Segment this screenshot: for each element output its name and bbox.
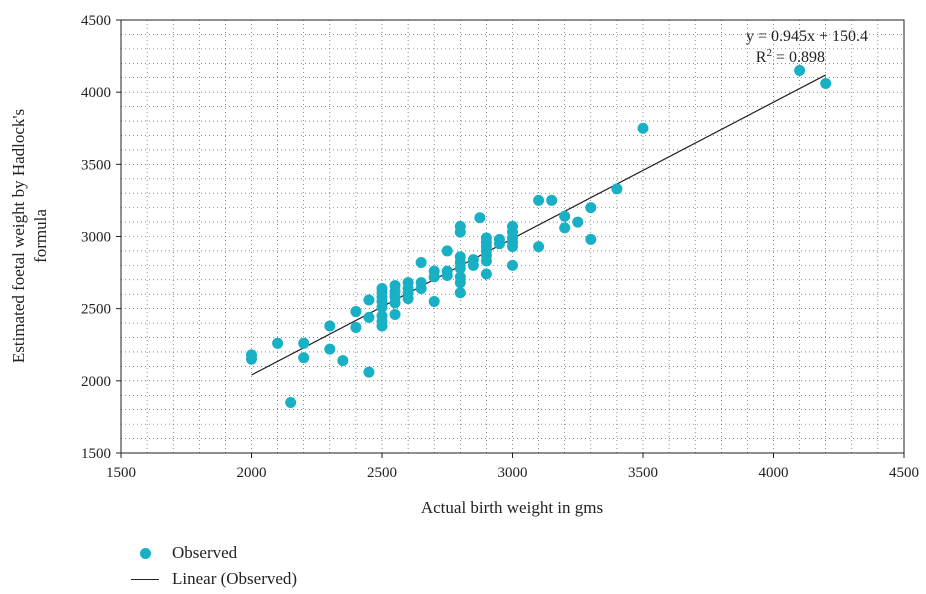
y-tick-label: 4500: [81, 13, 111, 29]
data-point: [428, 271, 440, 283]
data-point: [324, 320, 336, 332]
data-point: [389, 308, 401, 320]
data-point: [480, 268, 492, 280]
data-point: [474, 212, 486, 224]
y-tick-label: 3000: [81, 230, 111, 246]
data-point: [559, 222, 571, 234]
data-point: [454, 277, 466, 289]
data-point: [507, 241, 518, 253]
data-point: [572, 216, 584, 228]
legend-marker-dot: [130, 547, 160, 559]
data-point: [363, 311, 375, 323]
x-axis: 1500 2000 2500 3000 3500 4000 4500: [106, 453, 919, 481]
data-point: [389, 297, 401, 309]
y-tick-label: 2000: [81, 374, 111, 390]
r-squared-value: = 0.898: [772, 49, 825, 66]
data-point: [794, 65, 806, 77]
y-axis-title-line-2: formula: [31, 209, 50, 263]
data-point: [350, 306, 362, 318]
data-point: [585, 202, 597, 214]
data-point: [415, 256, 427, 268]
data-point: [820, 78, 832, 90]
data-point: [454, 226, 466, 238]
y-axis-title-line-1: Estimated foetal weight by Hadlock's: [9, 109, 28, 363]
y-axis: 1500 2000 2500 3000 3500 4000 4500: [81, 13, 121, 462]
y-tick-label: 4000: [81, 85, 111, 101]
data-point: [611, 183, 623, 195]
legend-label-linear: Linear (Observed): [172, 569, 298, 588]
data-point: [376, 320, 388, 332]
data-point: [533, 241, 545, 253]
y-tick-label: 2500: [81, 302, 111, 318]
data-point: [285, 396, 297, 408]
x-tick-label: 4000: [759, 465, 789, 481]
data-point: [441, 245, 453, 257]
data-point: [480, 255, 492, 267]
data-point: [415, 282, 427, 294]
r-squared-superscript: 2: [766, 47, 772, 59]
data-point: [363, 366, 375, 378]
data-point: [441, 269, 453, 281]
data-point: [546, 194, 558, 206]
data-point: [298, 337, 310, 349]
data-point: [533, 194, 545, 206]
data-point: [454, 287, 466, 299]
data-point: [246, 353, 257, 365]
linear-trendline: [251, 74, 826, 376]
data-point: [337, 355, 349, 367]
x-axis-title: Actual birth weight in gms: [421, 498, 603, 517]
trendline-equation: y = 0.945x + 150.4: [746, 28, 868, 45]
data-point: [493, 238, 505, 250]
y-tick-label: 3500: [81, 157, 111, 173]
circle-marker-icon: [139, 547, 151, 559]
legend-item-linear: Linear (Observed): [130, 566, 297, 592]
r-squared-symbol: R: [756, 49, 767, 66]
data-point: [637, 122, 649, 134]
r-squared-label: R2 = 0.898: [756, 47, 825, 66]
x-tick-label: 1500: [106, 465, 136, 481]
x-tick-label: 2000: [237, 465, 267, 481]
x-tick-label: 3500: [628, 465, 658, 481]
data-point: [467, 259, 479, 271]
data-point: [507, 259, 518, 271]
legend-marker-line: [130, 578, 160, 580]
data-points: [246, 65, 832, 408]
data-point: [272, 337, 284, 349]
data-point: [298, 352, 310, 364]
legend: Observed Linear (Observed): [130, 540, 297, 592]
x-tick-label: 4500: [889, 465, 919, 481]
data-point: [363, 294, 375, 306]
data-point: [376, 301, 388, 313]
trendline-group: [251, 74, 826, 376]
data-point: [324, 343, 336, 355]
line-marker-icon: [131, 578, 159, 580]
x-tick-label: 3000: [498, 465, 528, 481]
legend-item-observed: Observed: [130, 540, 297, 566]
legend-label-observed: Observed: [172, 543, 238, 562]
data-point: [428, 295, 440, 307]
data-point: [559, 210, 571, 222]
data-point: [350, 321, 362, 333]
data-point: [402, 293, 414, 305]
y-tick-label: 1500: [81, 446, 111, 462]
data-point: [585, 233, 597, 245]
data-point: [454, 262, 466, 274]
x-tick-label: 2500: [367, 465, 397, 481]
